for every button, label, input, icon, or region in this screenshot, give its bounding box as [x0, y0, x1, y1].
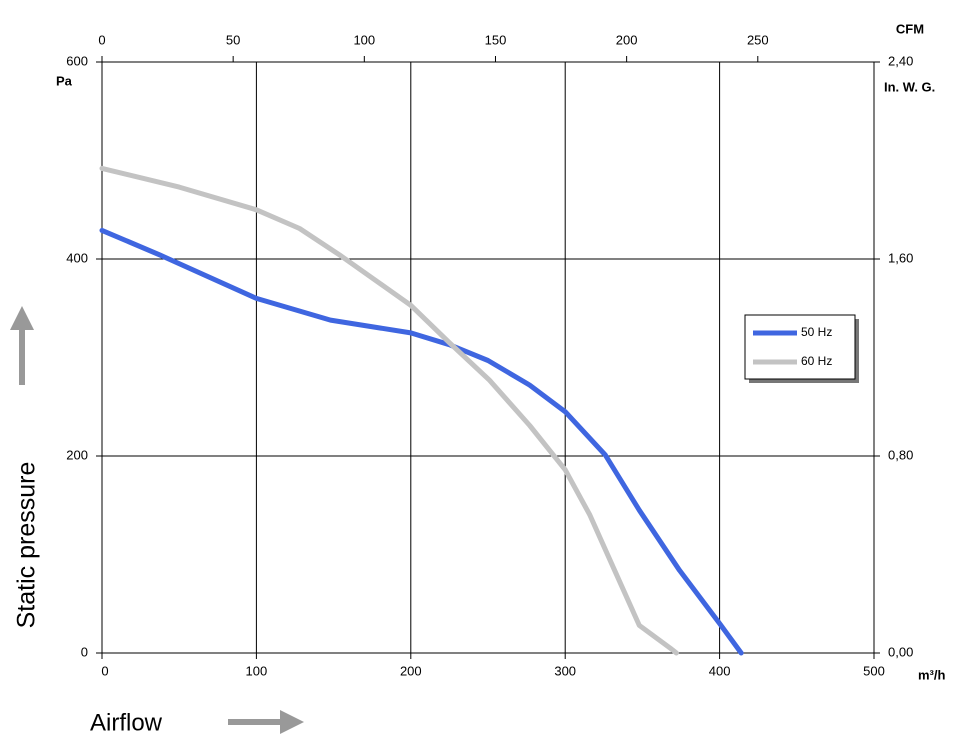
- x2-tick-label: 200: [616, 32, 638, 47]
- y2-tick-label: 1,60: [888, 250, 913, 265]
- x2-tick-label: 0: [98, 32, 105, 47]
- x-axis-label: Airflow: [90, 709, 163, 736]
- x-unit: m³/h: [918, 667, 946, 682]
- legend: [744, 314, 856, 380]
- y-tick-label: 0: [81, 644, 88, 659]
- x2-tick-label: 100: [353, 32, 375, 47]
- x-tick-label: 400: [709, 663, 731, 678]
- y-unit: Pa: [56, 73, 73, 88]
- x-tick-label: 200: [400, 663, 422, 678]
- y2-tick-label: 0,80: [888, 447, 913, 462]
- series-line: [99, 227, 744, 656]
- x-tick-label: 0: [101, 663, 108, 678]
- y-tick-label: 200: [66, 447, 88, 462]
- y-axis-label: Static pressure: [13, 462, 41, 629]
- x-tick-label: 300: [554, 663, 576, 678]
- x2-unit: CFM: [896, 21, 924, 36]
- y-tick-label: 600: [66, 53, 88, 68]
- y2-unit: In. W. G.: [884, 79, 935, 94]
- x-tick-label: 500: [863, 663, 885, 678]
- y2-tick-label: 2,40: [888, 53, 913, 68]
- y-tick-label: 400: [66, 250, 88, 265]
- legend-label: 60 Hz: [801, 354, 832, 368]
- series-line: [99, 165, 679, 656]
- plot-frame: [101, 61, 875, 654]
- x-tick-label: 100: [246, 663, 268, 678]
- x2-tick-label: 50: [226, 32, 240, 47]
- x2-tick-label: 250: [747, 32, 769, 47]
- legend-label: 50 Hz: [801, 325, 832, 339]
- x2-tick-label: 150: [485, 32, 507, 47]
- y2-tick-label: 0,00: [888, 644, 913, 659]
